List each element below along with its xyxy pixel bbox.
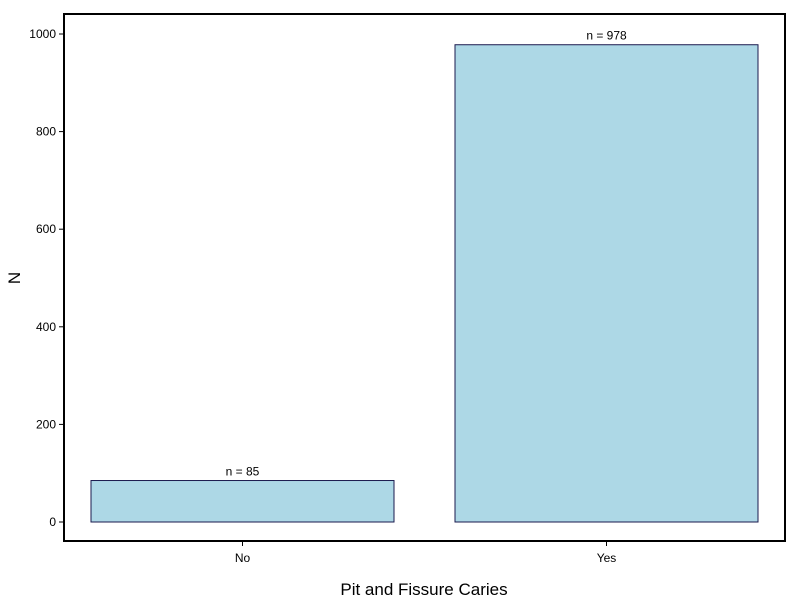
x-axis: No Yes xyxy=(235,541,616,565)
y-axis-title: N xyxy=(5,272,24,284)
plot-frame xyxy=(63,13,786,542)
y-tick-label: 600 xyxy=(36,222,56,236)
data-label-no: n = 85 xyxy=(226,465,260,479)
y-tick-label: 0 xyxy=(49,515,56,529)
y-tick-label: 400 xyxy=(36,320,56,334)
data-label-yes: n = 978 xyxy=(586,29,627,43)
x-tick-label: No xyxy=(235,551,251,565)
y-tick-label: 1000 xyxy=(29,27,56,41)
bar-no xyxy=(90,480,395,523)
x-axis-title: Pit and Fissure Caries xyxy=(340,580,507,599)
y-axis: 0 200 400 600 800 1000 xyxy=(29,27,64,529)
y-tick-label: 200 xyxy=(36,417,56,431)
y-tick-label: 800 xyxy=(36,125,56,139)
bars-group: n = 85 n = 978 xyxy=(90,29,759,523)
bar-yes xyxy=(454,44,759,523)
x-tick-label: Yes xyxy=(597,551,617,565)
